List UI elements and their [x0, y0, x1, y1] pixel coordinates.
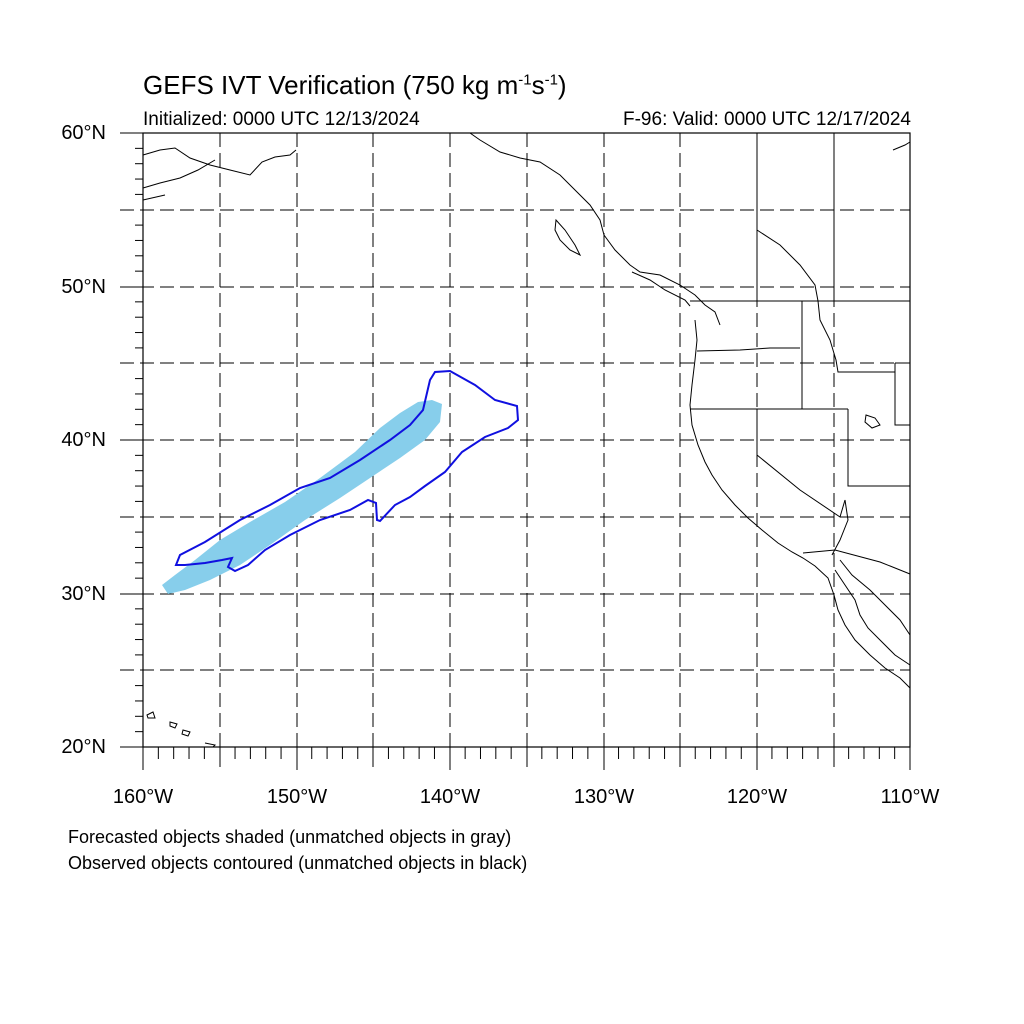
forecast-object: [162, 400, 442, 594]
graticule: [120, 133, 910, 747]
note-forecast: Forecasted objects shaded (unmatched obj…: [68, 827, 512, 847]
lat-label-40n: 40°N: [61, 429, 106, 451]
lat-label-20n: 20°N: [61, 736, 106, 758]
chart-title: GEFS IVT Verification (750 kg m-1s-1): [143, 70, 567, 100]
lon-label-110w: 110°W: [880, 786, 940, 808]
lon-label-130w: 130°W: [573, 786, 635, 808]
valid-time: F-96: Valid: 0000 UTC 12/17/2024: [623, 109, 911, 130]
lat-label-60n: 60°N: [61, 122, 106, 144]
initialized-time: Initialized: 0000 UTC 12/13/2024: [143, 109, 420, 130]
lon-label-150w: 150°W: [266, 786, 328, 808]
minor-ticks: [135, 147, 896, 759]
coastlines: [142, 132, 911, 748]
lat-label-30n: 30°N: [61, 583, 106, 605]
lon-label-120w: 120°W: [726, 786, 788, 808]
lat-label-50n: 50°N: [61, 276, 106, 298]
lon-label-160w: 160°W: [112, 786, 174, 808]
note-observed: Observed objects contoured (unmatched ob…: [68, 853, 528, 873]
lon-label-140w: 140°W: [419, 786, 481, 808]
observed-object-contour: [174, 369, 520, 573]
axis-ticks: [120, 132, 911, 770]
